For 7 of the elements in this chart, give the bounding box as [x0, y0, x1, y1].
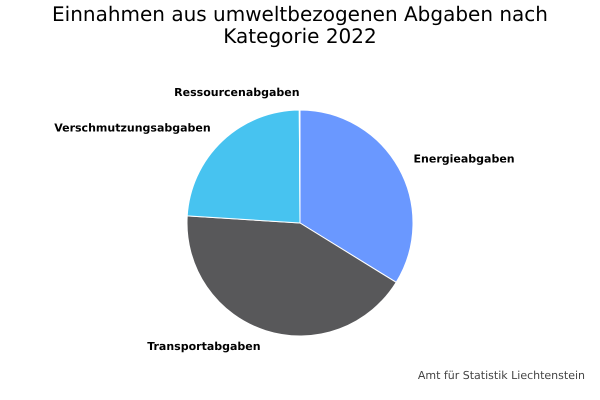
text: Kategorie 2022: [223, 24, 377, 48]
text: Amt für Statistik Liechtenstein: [418, 369, 586, 382]
slice-label: Verschmutzungsabgaben: [54, 122, 211, 135]
text: Einnahmen aus umweltbezogenen Abgaben nach: [52, 2, 548, 26]
slice-label: Ressourcenabgaben: [174, 86, 300, 99]
slice-label: Transportabgaben: [147, 340, 261, 353]
slice-label: Energieabgaben: [414, 152, 515, 166]
